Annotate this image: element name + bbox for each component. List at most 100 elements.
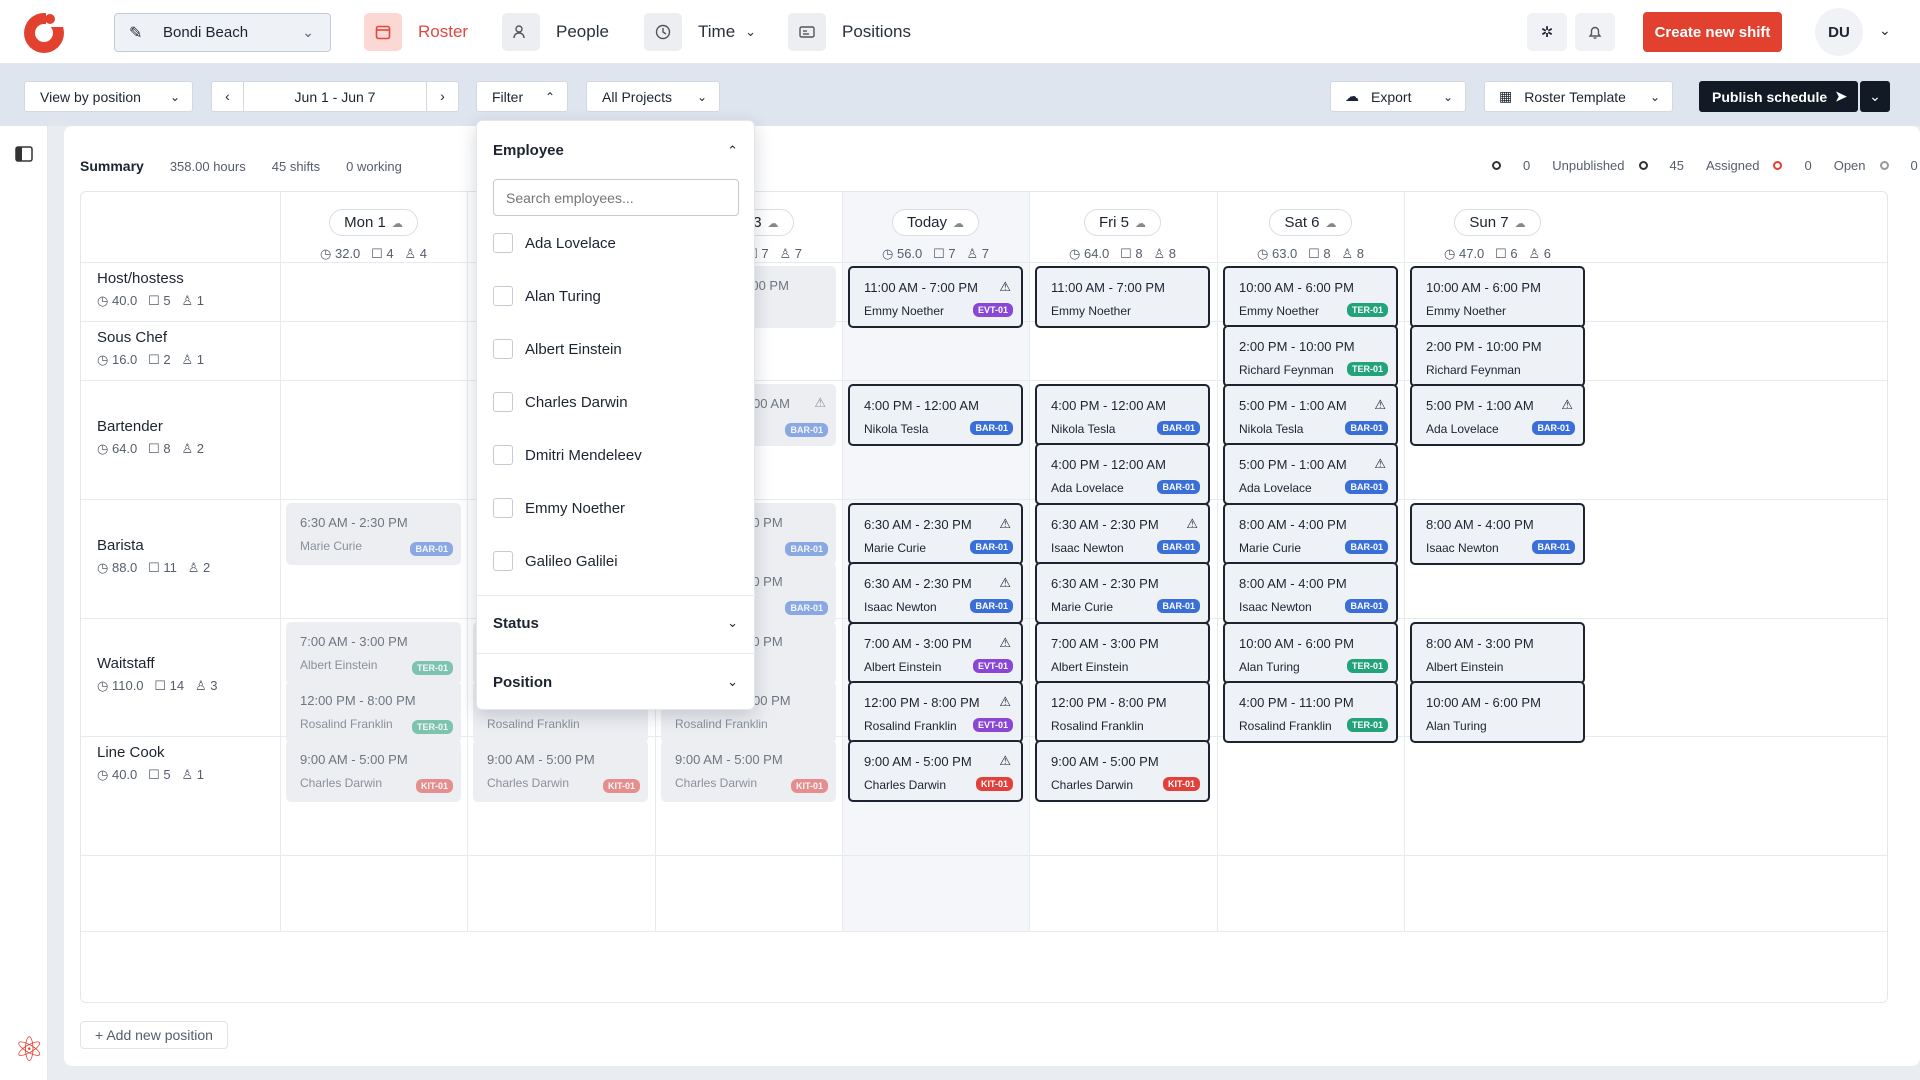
checkbox-box[interactable] xyxy=(493,445,513,465)
view-by-select[interactable]: View by position ⌄ xyxy=(24,81,193,112)
position-label[interactable]: Host/hostess ◷ 40.0 ☐ 5 ♙ 1 xyxy=(97,270,204,309)
position-section-header[interactable]: Position xyxy=(493,674,553,691)
employee-section-header[interactable]: Employee xyxy=(493,142,564,159)
position-label[interactable]: Bartender ◷ 64.0 ☐ 8 ♙ 2 xyxy=(97,418,204,457)
shift-card[interactable]: 4:00 PM - 12:00 AM Nikola Tesla BAR-01 xyxy=(1035,384,1210,446)
shift-card[interactable]: 8:00 AM - 4:00 PM Isaac Newton BAR-01 xyxy=(1223,562,1398,624)
position-label[interactable]: Sous Chef ◷ 16.0 ☐ 2 ♙ 1 xyxy=(97,329,204,368)
roster-template-button[interactable]: ▦ Roster Template ⌄ xyxy=(1484,81,1673,112)
shift-card[interactable]: 9:00 AM - 5:00 PM Charles Darwin KIT-01 xyxy=(473,740,648,802)
shift-card[interactable]: 11:00 AM - 7:00 PM Emmy Noether EVT-01 ⚠ xyxy=(848,266,1023,328)
shift-card[interactable]: 5:00 PM - 1:00 AM Ada Lovelace BAR-01 ⚠ xyxy=(1410,384,1585,446)
shift-card[interactable]: 6:30 AM - 2:30 PM Marie Curie BAR-01 xyxy=(1035,562,1210,624)
shift-card[interactable]: 7:00 AM - 3:00 PM Albert Einstein TER-01 xyxy=(286,622,461,684)
shift-card[interactable]: 11:00 AM - 7:00 PM Emmy Noether xyxy=(1035,266,1210,328)
location-selector[interactable]: ✎ Bondi Beach ⌄ xyxy=(114,13,331,52)
sidebar-toggle-icon[interactable] xyxy=(15,146,33,162)
bug-report-button[interactable]: ✲ xyxy=(1527,13,1567,51)
notifications-button[interactable] xyxy=(1575,13,1615,51)
shift-card[interactable]: 4:00 PM - 11:00 PM Rosalind Franklin TER-0… xyxy=(1223,681,1398,743)
employee-checkbox[interactable]: Emmy Noether xyxy=(493,498,625,518)
day-header[interactable]: Sat 6 ☁ ◷ 63.0 ☐ 8 ♙ 8 xyxy=(1217,209,1404,269)
employee-search-input[interactable] xyxy=(493,179,739,216)
shift-card[interactable]: 10:00 AM - 6:00 PM Emmy Noether TER-01 xyxy=(1223,266,1398,328)
shift-card[interactable]: 6:30 AM - 2:30 PM Isaac Newton BAR-01 ⚠ xyxy=(848,562,1023,624)
shift-card[interactable]: 9:00 AM - 5:00 PM Charles Darwin KIT-01 xyxy=(286,740,461,802)
checkbox-box[interactable] xyxy=(493,498,513,518)
shift-card[interactable]: 9:00 AM - 5:00 PM Charles Darwin KIT-01 ⚠ xyxy=(848,740,1023,802)
app-logo-icon[interactable] xyxy=(22,9,66,55)
shift-card[interactable]: 7:00 AM - 3:00 PM Albert Einstein xyxy=(1035,622,1210,684)
date-range-label[interactable]: Jun 1 - Jun 7 xyxy=(294,88,376,105)
shift-time: 9:00 AM - 5:00 PM xyxy=(300,752,408,767)
shift-employee: Isaac Newton xyxy=(864,600,937,614)
react-icon[interactable]: ⚛ xyxy=(14,1031,45,1069)
chevron-up-icon[interactable]: ⌃ xyxy=(727,143,738,158)
checkbox-box[interactable] xyxy=(493,339,513,359)
user-avatar[interactable]: DU xyxy=(1815,8,1863,56)
employee-checkbox[interactable]: Charles Darwin xyxy=(493,392,628,412)
day-label[interactable]: Mon 1 ☁ xyxy=(329,209,418,236)
shift-card[interactable]: 2:00 PM - 10:00 PM Richard Feynman TER-01 xyxy=(1223,325,1398,387)
shift-card[interactable]: 5:00 PM - 1:00 AM Nikola Tesla BAR-01 ⚠ xyxy=(1223,384,1398,446)
shift-card[interactable]: 2:00 PM - 10:00 PM Richard Feynman xyxy=(1410,325,1585,387)
shift-card[interactable]: 4:00 PM - 12:00 AM Ada Lovelace BAR-01 xyxy=(1035,443,1210,505)
day-header[interactable]: Sun 7 ☁ ◷ 47.0 ☐ 6 ♙ 6 xyxy=(1404,209,1591,269)
export-button[interactable]: ☁ Export ⌄ xyxy=(1330,81,1466,112)
checkbox-box[interactable] xyxy=(493,233,513,253)
prev-week-button[interactable]: ‹ xyxy=(212,82,244,111)
shift-employee: Emmy Noether xyxy=(864,304,945,318)
publish-options-button[interactable]: ⌄ xyxy=(1860,81,1890,112)
day-header[interactable]: Today ☁ ◷ 56.0 ☐ 7 ♙ 7 xyxy=(842,209,1029,269)
status-section-header[interactable]: Status xyxy=(493,615,539,632)
shift-card[interactable]: 10:00 AM - 6:00 PM Emmy Noether xyxy=(1410,266,1585,328)
employee-checkbox[interactable]: Galileo Galilei xyxy=(493,551,618,571)
shift-card[interactable]: 7:00 AM - 3:00 PM Albert Einstein EVT-01 ⚠ xyxy=(848,622,1023,684)
nav-roster[interactable]: Roster xyxy=(364,13,468,51)
chevron-down-icon[interactable]: ⌄ xyxy=(727,674,738,689)
shift-card[interactable]: 8:00 AM - 3:00 PM Albert Einstein xyxy=(1410,622,1585,684)
projects-select[interactable]: All Projects ⌄ xyxy=(586,81,720,112)
create-shift-button[interactable]: Create new shift xyxy=(1643,12,1782,52)
shift-card[interactable]: 6:30 AM - 2:30 PM Marie Curie BAR-01 ⚠ xyxy=(848,503,1023,565)
shift-card[interactable]: 10:00 AM - 6:00 PM Alan Turing xyxy=(1410,681,1585,743)
position-label[interactable]: Barista ◷ 88.0 ☐ 11 ♙ 2 xyxy=(97,537,210,576)
day-header[interactable]: Fri 5 ☁ ◷ 64.0 ☐ 8 ♙ 8 xyxy=(1029,209,1216,269)
publish-schedule-button[interactable]: Publish schedule ➤ xyxy=(1699,81,1858,112)
checkbox-box[interactable] xyxy=(493,551,513,571)
employee-checkbox[interactable]: Dmitri Mendeleev xyxy=(493,445,642,465)
employee-checkbox[interactable]: Ada Lovelace xyxy=(493,233,616,253)
checkbox-box[interactable] xyxy=(493,392,513,412)
day-label[interactable]: Sun 7 ☁ xyxy=(1454,209,1541,236)
position-label[interactable]: Line Cook ◷ 40.0 ☐ 5 ♙ 1 xyxy=(97,744,204,783)
shift-card[interactable]: 8:00 AM - 4:00 PM Isaac Newton BAR-01 xyxy=(1410,503,1585,565)
checkbox-box[interactable] xyxy=(493,286,513,306)
day-header[interactable]: Mon 1 ☁ ◷ 32.0 ☐ 4 ♙ 4 xyxy=(280,209,467,269)
shift-card[interactable]: 9:00 AM - 5:00 PM Charles Darwin KIT-01 xyxy=(661,740,836,802)
day-label[interactable]: Fri 5 ☁ xyxy=(1084,209,1161,236)
chevron-down-icon[interactable]: ⌄ xyxy=(1879,22,1891,38)
day-label[interactable]: Sat 6 ☁ xyxy=(1269,209,1352,236)
nav-positions[interactable]: Positions xyxy=(788,13,911,51)
next-week-button[interactable]: › xyxy=(426,82,458,111)
employee-checkbox[interactable]: Alan Turing xyxy=(493,286,601,306)
day-label[interactable]: Today ☁ xyxy=(891,209,980,236)
project-badge: KIT-01 xyxy=(415,779,453,793)
nav-people[interactable]: People xyxy=(502,13,609,51)
shift-card[interactable]: 10:00 AM - 6:00 PM Alan Turing TER-01 xyxy=(1223,622,1398,684)
shift-card[interactable]: 4:00 PM - 12:00 AM Nikola Tesla BAR-01 xyxy=(848,384,1023,446)
shift-card[interactable]: 12:00 PM - 8:00 PM Rosalind Franklin xyxy=(1035,681,1210,743)
position-label[interactable]: Waitstaff ◷ 110.0 ☐ 14 ♙ 3 xyxy=(97,655,217,694)
employee-checkbox[interactable]: Albert Einstein xyxy=(493,339,622,359)
shift-card[interactable]: 6:30 AM - 2:30 PM Isaac Newton BAR-01 ⚠ xyxy=(1035,503,1210,565)
shift-card[interactable]: 5:00 PM - 1:00 AM Ada Lovelace BAR-01 ⚠ xyxy=(1223,443,1398,505)
shift-card[interactable]: 12:00 PM - 8:00 PM Rosalind Franklin TER-0… xyxy=(286,681,461,743)
add-position-button[interactable]: + Add new position xyxy=(80,1021,228,1049)
shift-card[interactable]: 9:00 AM - 5:00 PM Charles Darwin KIT-01 xyxy=(1035,740,1210,802)
shift-card[interactable]: 12:00 PM - 8:00 PM Rosalind Franklin EVT-0… xyxy=(848,681,1023,743)
shift-card[interactable]: 6:30 AM - 2:30 PM Marie Curie BAR-01 xyxy=(286,503,461,565)
shift-card[interactable]: 8:00 AM - 4:00 PM Marie Curie BAR-01 xyxy=(1223,503,1398,565)
filter-button[interactable]: Filter ⌃ xyxy=(476,81,568,112)
nav-time[interactable]: Time ⌄ xyxy=(644,13,756,51)
chevron-down-icon[interactable]: ⌄ xyxy=(727,615,738,630)
